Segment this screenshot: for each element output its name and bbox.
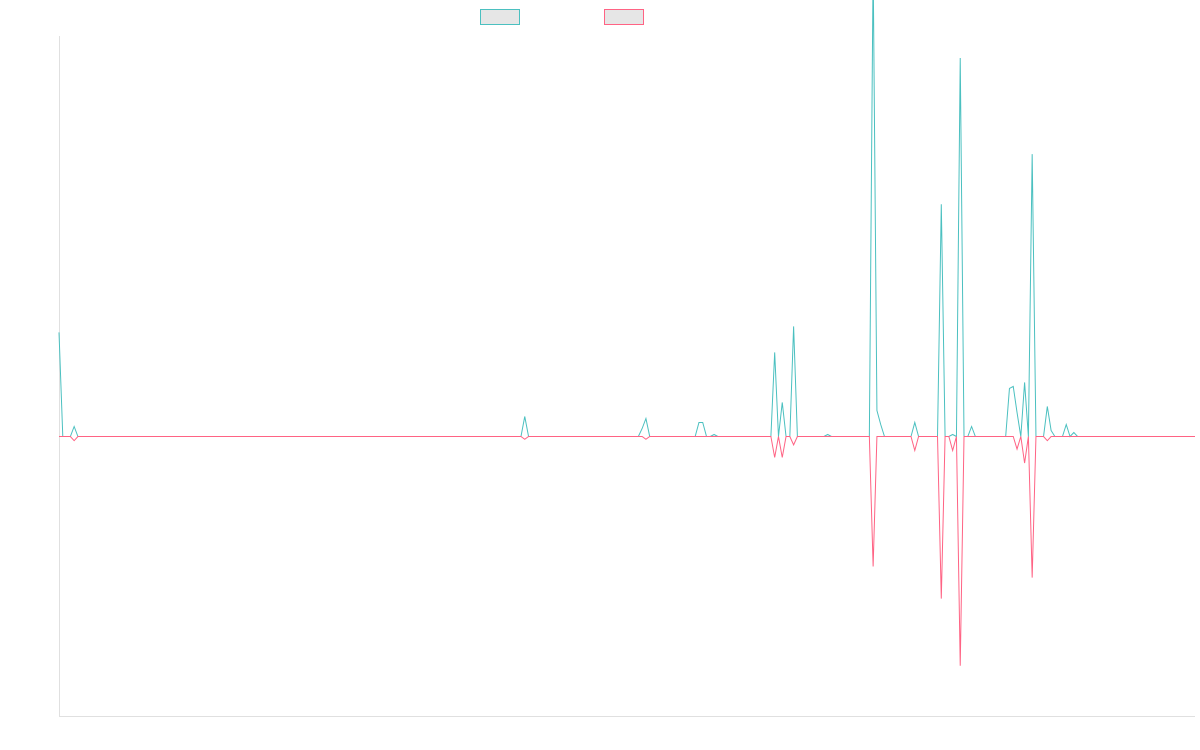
legend-swatch-series-2 [604, 9, 644, 25]
series-line-2 [59, 436, 1195, 666]
series-line-1 [58, 0, 1195, 438]
legend-swatch-series-1 [480, 9, 520, 25]
legend [0, 9, 1200, 27]
series-layer [58, 0, 1195, 666]
legend-item-series-1[interactable] [480, 9, 526, 25]
legend-item-series-2[interactable] [604, 9, 650, 25]
